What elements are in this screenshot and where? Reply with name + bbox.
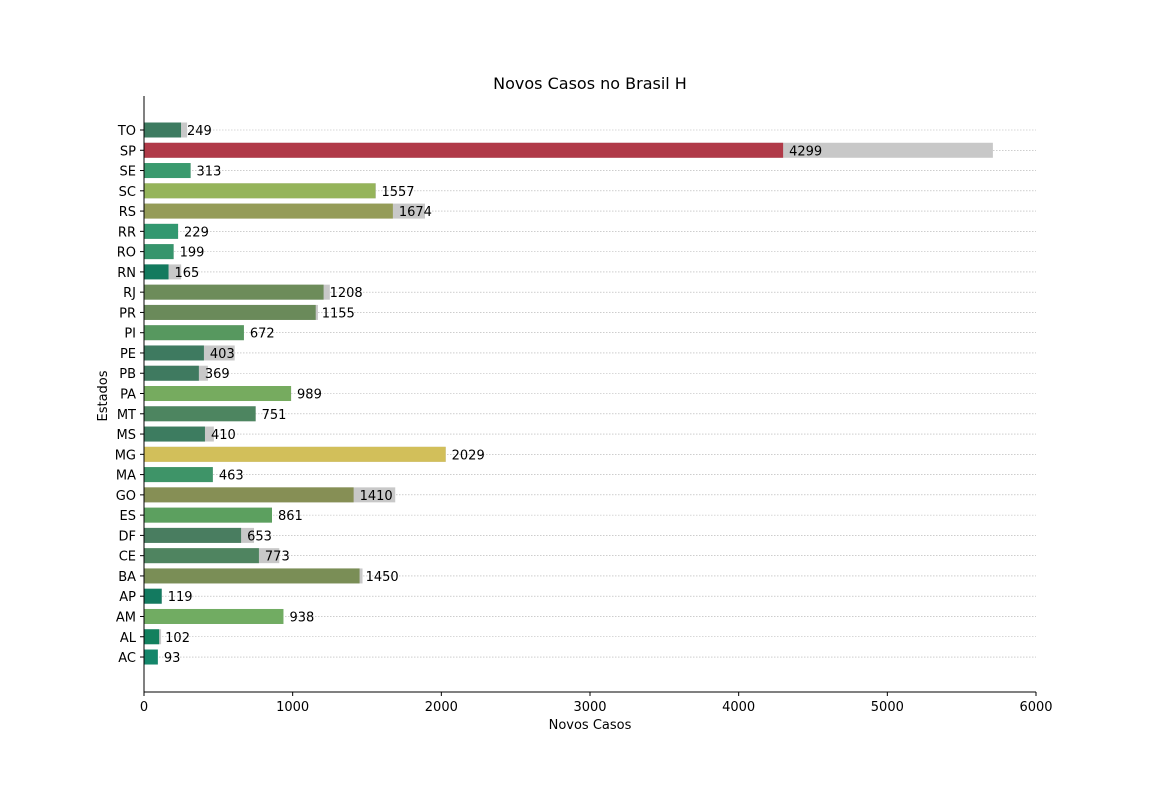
value-label-ac: 93 — [164, 651, 181, 666]
x-axis-label: Novos Casos — [549, 718, 632, 733]
y-tick-label-es: ES — [120, 509, 136, 524]
y-tick-label-pb: PB — [119, 367, 136, 382]
value-label-ro: 199 — [180, 246, 205, 261]
value-label-rn: 165 — [175, 266, 200, 281]
y-tick-label-ma: MA — [116, 469, 136, 484]
chart-title: Novos Casos no Brasil H — [493, 74, 687, 93]
foreground-bars — [144, 122, 784, 665]
value-label-mg: 2029 — [452, 448, 485, 463]
bar-rr — [144, 223, 179, 239]
y-tick-label-al: AL — [120, 631, 137, 646]
value-labels: 249 4299 313 1557 1674 229 199 165 1208 1155 672 40… — [164, 124, 822, 666]
value-label-pb: 369 — [205, 367, 230, 382]
bar-rj — [144, 284, 324, 300]
bar-ac — [144, 649, 158, 665]
x-tick-label-2000: 2000 — [425, 700, 458, 715]
y-tick-labels: TO SP SE SC RS RR RO RN RJ PR PI PE PB PA MT MS MG MA GO ES… — [115, 124, 137, 666]
value-label-df: 653 — [247, 529, 272, 544]
y-tick-label-pa: PA — [120, 388, 136, 403]
y-tick-label-ap: AP — [119, 590, 136, 605]
bar-pe — [144, 345, 204, 361]
y-tick-label-rj: RJ — [123, 286, 136, 301]
x-tick-label-4000: 4000 — [722, 700, 755, 715]
bar-ms — [144, 426, 205, 442]
x-tick-label-1000: 1000 — [276, 700, 309, 715]
y-tick-label-pr: PR — [119, 306, 136, 321]
y-tick-label-pi: PI — [124, 327, 136, 342]
bar-al — [144, 629, 160, 645]
value-label-ba: 1450 — [366, 570, 399, 585]
y-tick-label-df: DF — [119, 529, 137, 544]
value-label-mt: 751 — [262, 408, 287, 423]
value-label-ce: 773 — [265, 550, 290, 565]
value-label-rr: 229 — [184, 225, 209, 240]
value-label-es: 861 — [278, 509, 303, 524]
y-tick-label-ac: AC — [118, 651, 136, 666]
y-tick-label-rn: RN — [117, 266, 136, 281]
value-label-al: 102 — [165, 631, 190, 646]
y-tick-label-ba: BA — [118, 570, 136, 585]
y-tick-label-mt: MT — [117, 408, 136, 423]
value-label-rj: 1208 — [330, 286, 363, 301]
bar-pa — [144, 386, 292, 402]
y-tick-label-am: AM — [116, 610, 136, 625]
y-tick-label-se: SE — [120, 165, 136, 180]
x-tick-labels: 0 1000 2000 3000 4000 5000 6000 — [140, 700, 1053, 715]
bar-es — [144, 507, 273, 523]
y-tick-label-sc: SC — [119, 185, 136, 200]
value-label-go: 1410 — [360, 489, 393, 504]
y-axis-label: Estados — [96, 370, 111, 421]
y-tick-label-sp: SP — [120, 144, 136, 159]
y-tick-label-to: TO — [117, 124, 136, 139]
value-label-pr: 1155 — [322, 306, 355, 321]
bar-go — [144, 487, 354, 503]
bar-pi — [144, 325, 244, 341]
bar-mt — [144, 406, 256, 422]
axes — [140, 96, 1037, 696]
bar-rs — [144, 203, 393, 219]
value-label-ma: 463 — [219, 469, 244, 484]
value-label-sp: 4299 — [789, 144, 822, 159]
y-tick-label-go: GO — [116, 489, 136, 504]
bar-ba — [144, 568, 360, 584]
x-tick-label-6000: 6000 — [1019, 700, 1052, 715]
value-label-rs: 1674 — [399, 205, 432, 220]
x-tick-label-3000: 3000 — [573, 700, 606, 715]
x-tick-label-5000: 5000 — [871, 700, 904, 715]
y-tick-label-ms: MS — [117, 428, 136, 443]
y-tick-label-mg: MG — [115, 448, 136, 463]
bar-sc — [144, 183, 376, 199]
bar-pr — [144, 304, 316, 320]
y-tick-label-rs: RS — [119, 205, 136, 220]
value-label-pe: 403 — [210, 347, 235, 362]
value-label-am: 938 — [289, 610, 314, 625]
value-label-pi: 672 — [250, 327, 275, 342]
bar-am — [144, 608, 284, 624]
bar-mg — [144, 446, 446, 462]
bar-ro — [144, 244, 174, 260]
value-label-to: 249 — [187, 124, 212, 139]
bar-ma — [144, 467, 213, 483]
bar-ap — [144, 588, 162, 604]
value-label-pa: 989 — [297, 388, 322, 403]
y-tick-label-rr: RR — [118, 225, 136, 240]
value-label-ap: 119 — [168, 590, 193, 605]
bar-ce — [144, 548, 259, 564]
value-label-sc: 1557 — [381, 185, 414, 200]
bar-se — [144, 163, 191, 179]
y-tick-label-ro: RO — [117, 246, 136, 261]
bar-df — [144, 527, 242, 543]
value-label-ms: 410 — [211, 428, 236, 443]
bar-rn — [144, 264, 169, 280]
bar-pb — [144, 365, 199, 381]
bar-sp — [144, 142, 784, 158]
value-label-se: 313 — [197, 165, 222, 180]
y-tick-label-ce: CE — [119, 550, 136, 565]
bar-to — [144, 122, 182, 138]
x-tick-label-0: 0 — [140, 700, 148, 715]
y-tick-label-pe: PE — [120, 347, 136, 362]
